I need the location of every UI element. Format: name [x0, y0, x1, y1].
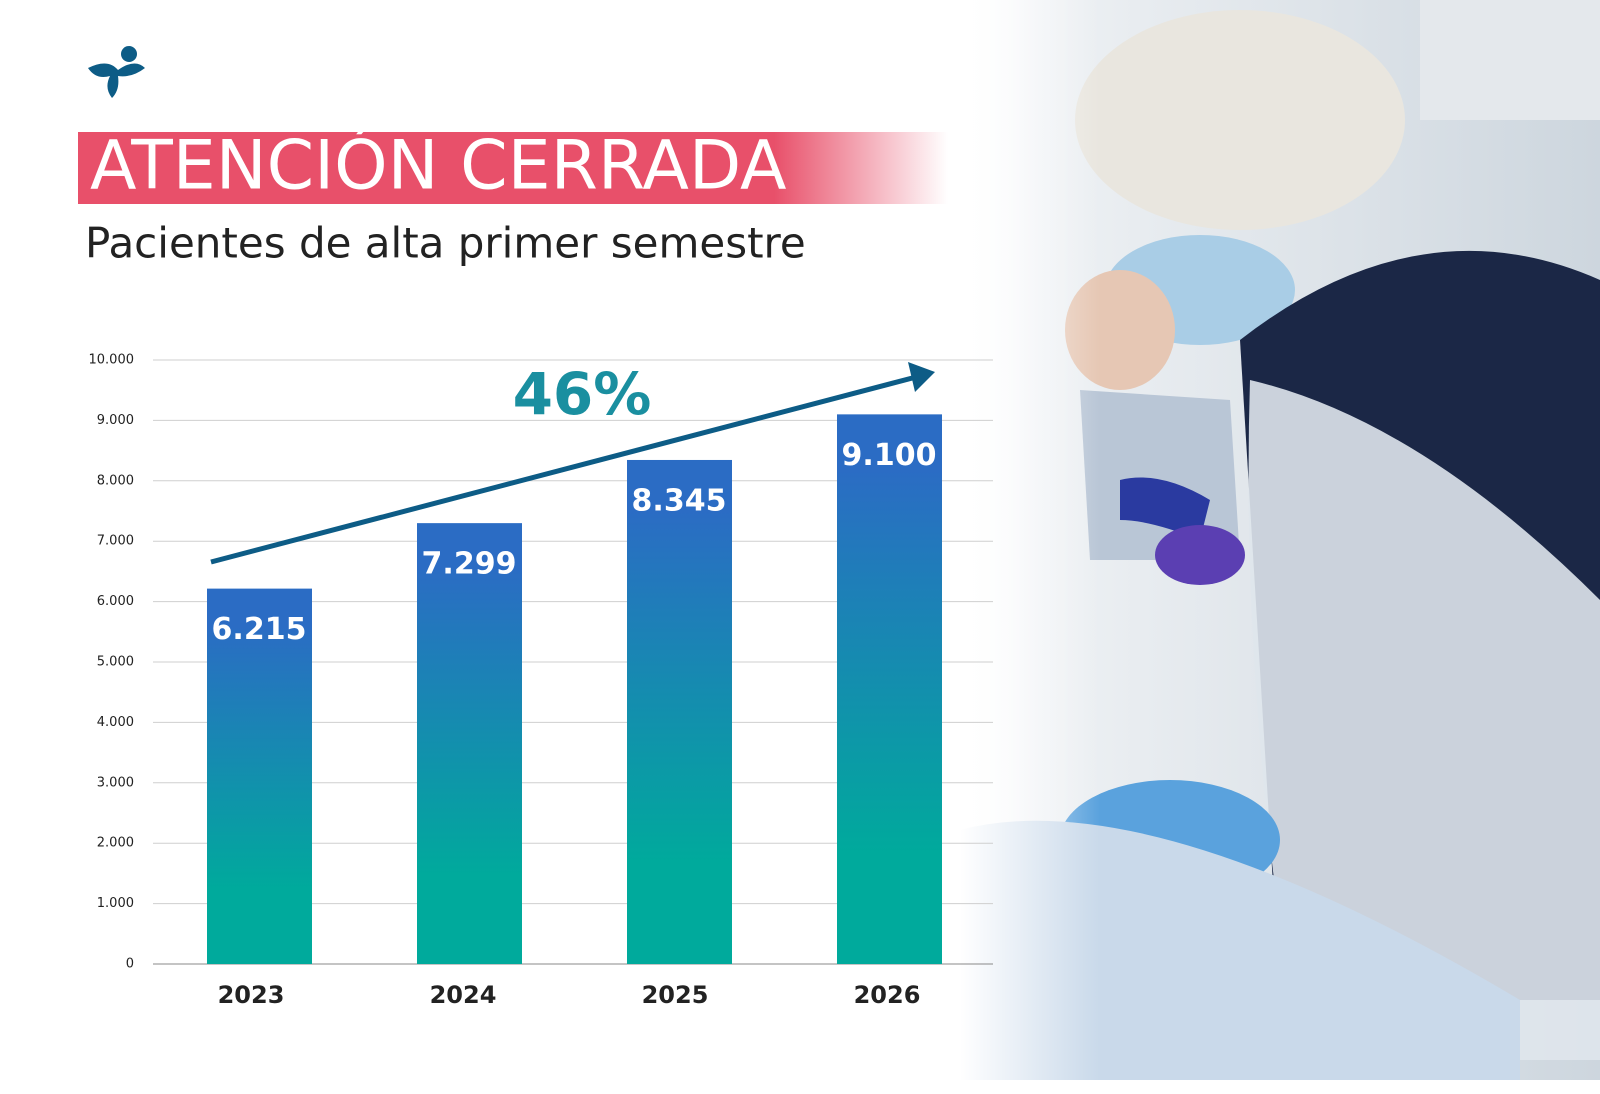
title-band: [78, 132, 948, 204]
bar: [207, 588, 312, 964]
bar: [417, 523, 522, 964]
chart-subtitle: Pacientes de alta primer semestre: [85, 219, 806, 268]
chart-title: ATENCIÓN CERRADA: [90, 126, 787, 206]
y-tick-label: 2.000: [97, 836, 134, 851]
arrow-head: [908, 362, 935, 392]
y-tick-label: 0: [126, 957, 134, 972]
y-tick-label: 3.000: [97, 775, 134, 790]
y-tick-label: 6.000: [97, 594, 134, 609]
y-tick-label: 7.000: [97, 534, 134, 549]
value-label: 9.100: [842, 438, 937, 473]
y-tick-label: 5.000: [97, 655, 134, 670]
value-label: 8.345: [632, 483, 727, 518]
x-tick-label: 2026: [854, 981, 921, 1009]
y-tick-label: 9.000: [97, 413, 134, 428]
y-tick-label: 10.000: [89, 353, 135, 368]
logo: [88, 46, 145, 98]
x-tick-label: 2024: [430, 981, 497, 1009]
bar: [627, 459, 732, 964]
x-tick-label: 2023: [218, 981, 285, 1009]
trend-arrow: [210, 373, 921, 565]
value-label: 6.215: [212, 612, 307, 647]
x-tick-label: 2025: [642, 981, 709, 1009]
value-label: 7.299: [422, 547, 517, 582]
photo: [960, 0, 1600, 1080]
growth-annotation: 46%: [513, 360, 652, 428]
y-tick-label: 1.000: [97, 896, 134, 911]
y-tick-label: 4.000: [97, 715, 134, 730]
y-tick-label: 8.000: [97, 473, 134, 488]
bar: [837, 414, 942, 964]
